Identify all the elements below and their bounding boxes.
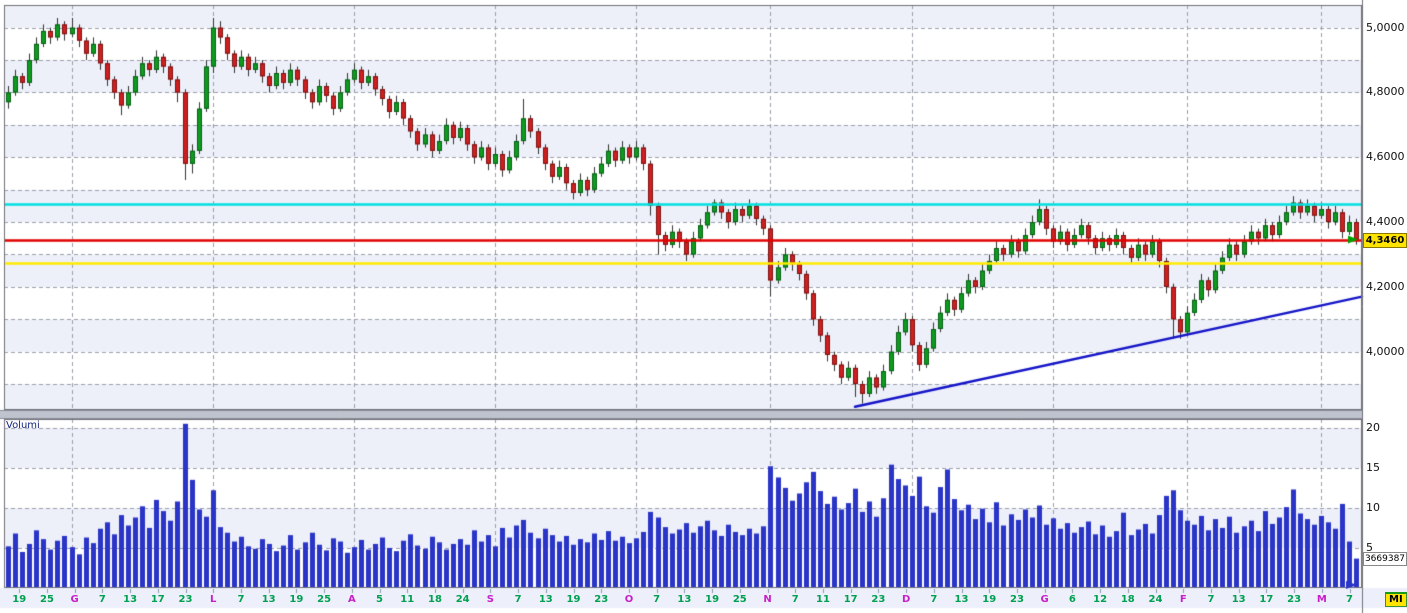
x-axis-label: D: [901, 594, 911, 605]
x-axis-label: G: [1040, 594, 1049, 605]
x-axis-label: 18: [1120, 594, 1135, 605]
x-axis-label: 5: [376, 594, 383, 605]
price-axis-tick-label: 4,8000: [1366, 85, 1405, 99]
price-axis-tick-label: 4,4000: [1366, 215, 1405, 229]
x-axis-label: 17: [150, 594, 165, 605]
x-axis-label: 7: [98, 594, 106, 605]
volume-axis-tick-label: 5: [1366, 540, 1373, 554]
x-axis-label: 25: [39, 594, 54, 605]
last-volume-label: 3669387: [1363, 552, 1407, 566]
x-axis-label: 13: [538, 594, 553, 605]
x-axis-label: 19: [705, 594, 720, 605]
x-axis-label: L: [210, 594, 217, 605]
x-axis-label: S: [486, 594, 494, 605]
x-axis-label: 7: [514, 594, 522, 605]
x-axis-label: 17: [843, 594, 858, 605]
x-axis-label: A: [347, 594, 356, 605]
volume-pane-title: Volumi: [6, 420, 40, 431]
x-axis-label: 13: [677, 594, 692, 605]
last-price-label: 4,3460: [1363, 233, 1407, 248]
x-axis-label: 13: [954, 594, 969, 605]
x-axis-label: 7: [791, 594, 799, 605]
x-axis-label: 23: [1287, 594, 1302, 605]
x-axis-label: 17: [1259, 594, 1274, 605]
x-axis-label: 11: [400, 594, 415, 605]
volume-axis-tick-label: 15: [1366, 460, 1380, 474]
price-axis-tick-label: 5,0000: [1366, 20, 1405, 34]
x-axis-label: 11: [815, 594, 830, 605]
x-axis-label: 6: [1068, 594, 1076, 605]
volume-axis-tick-label: 10: [1366, 500, 1380, 514]
x-axis-label: 19: [566, 594, 581, 605]
x-axis-label: F: [1179, 594, 1187, 605]
x-axis-label: 23: [178, 594, 193, 605]
price-axis-tick-label: 4,2000: [1366, 279, 1405, 293]
x-axis-label: 19: [982, 594, 997, 605]
x-axis-label: 24: [455, 594, 470, 605]
x-axis-label: 7: [1346, 594, 1353, 605]
x-axis-label: 12: [1093, 594, 1108, 605]
x-axis-label: O: [624, 594, 634, 605]
price-axis-tick-label: 4,0000: [1366, 344, 1405, 358]
x-axis-label: 13: [123, 594, 138, 605]
x-axis-label: G: [70, 594, 79, 605]
x-axis-label: 25: [317, 594, 332, 605]
x-axis-label: 7: [237, 594, 245, 605]
x-axis-label: 23: [871, 594, 886, 605]
x-axis-label: N: [763, 594, 772, 605]
x-axis-label: 25: [732, 594, 747, 605]
x-axis-label: 19: [289, 594, 304, 605]
x-axis-label: 7: [1207, 594, 1215, 605]
x-axis-label: 24: [1148, 594, 1163, 605]
x-axis-label: 13: [1231, 594, 1246, 605]
x-axis-label: 19: [12, 594, 27, 605]
x-axis-label: 23: [594, 594, 609, 605]
x-axis-label: 7: [930, 594, 938, 605]
x-axis-label: 13: [261, 594, 276, 605]
volume-axis-tick-label: 20: [1366, 420, 1380, 434]
x-axis-label: 7: [653, 594, 661, 605]
exchange-badge: MI: [1385, 592, 1407, 607]
price-axis-tick-label: 4,6000: [1366, 150, 1405, 164]
x-axis-label: 23: [1009, 594, 1024, 605]
x-axis-label: 18: [427, 594, 442, 605]
x-axis-label: M: [1316, 594, 1327, 605]
